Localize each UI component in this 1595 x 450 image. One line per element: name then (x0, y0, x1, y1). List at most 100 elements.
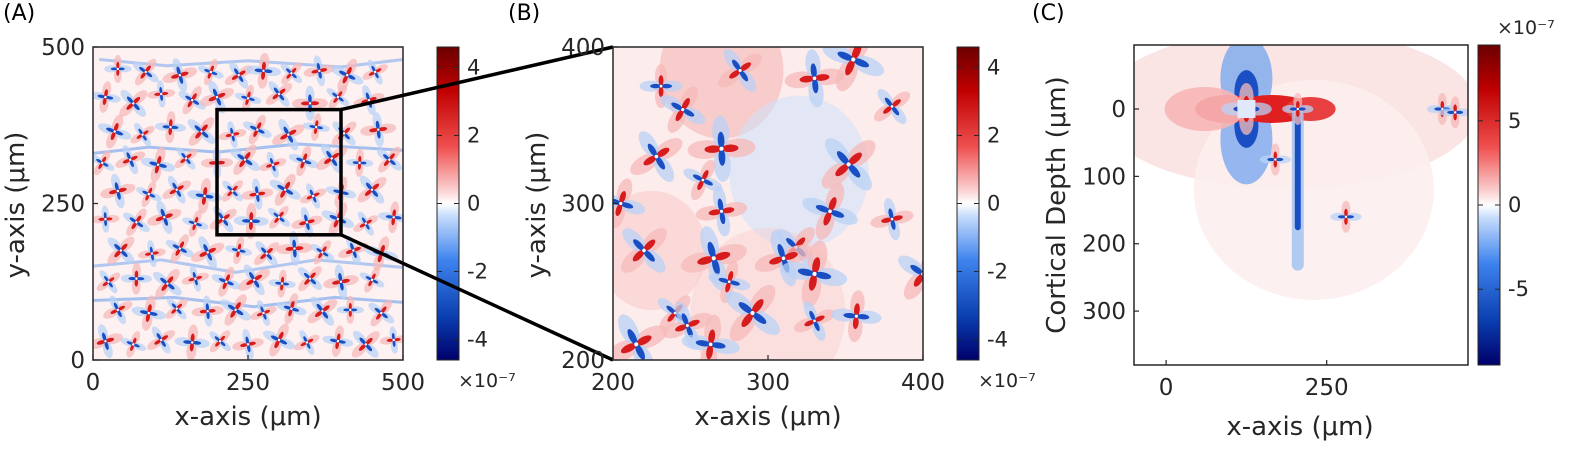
heatmap-a-source (310, 240, 335, 265)
heatmap-a-source (225, 236, 253, 265)
heatmap-a-source (230, 144, 260, 175)
heatmap-a-source (209, 330, 231, 353)
heatmap-a-source (182, 210, 209, 237)
heatmap-a-source (246, 52, 281, 89)
zoom-region-box (215, 107, 343, 237)
axis-a-xtick-label: 250 (226, 370, 270, 396)
heatmap-a-source (181, 265, 209, 292)
heatmap-a-source (147, 80, 176, 108)
heatmap-a-streak (93, 258, 403, 274)
axis-c-ytick-label: 0 (1111, 97, 1126, 123)
heatmap-a-source (362, 59, 388, 85)
heatmap-a-source (360, 112, 397, 148)
heatmap-a-source (322, 325, 354, 358)
heatmap-a-source (336, 295, 364, 324)
panel-label-c: (C) (1032, 1, 1065, 26)
heatmap-c-soma (1330, 200, 1362, 233)
ticks-c: 0 250 0 100 200 300 (1082, 97, 1349, 401)
heatmap-a-source (331, 58, 364, 92)
heatmap-a-source (103, 295, 133, 325)
heatmap-b-source (821, 138, 876, 191)
heatmap-a-source (378, 201, 403, 234)
heatmap-a-source (224, 61, 253, 89)
colorbar-a-multiplier: ×10⁻⁷ (458, 370, 516, 392)
colorbar-b-tick-label: 2 (987, 123, 1000, 147)
heatmap-a-source (267, 205, 291, 229)
axis-a-ytick-label: 0 (70, 348, 85, 374)
heatmap-a-streak (93, 295, 403, 309)
heatmap-a-source (154, 111, 187, 144)
heatmap-b-source (681, 314, 740, 360)
heatmap-a-source (288, 145, 319, 177)
panel-label-a: (A) (3, 1, 35, 26)
heatmap-b-source (784, 49, 845, 108)
heatmap-a-source (280, 62, 303, 85)
colorbar-c-multiplier: ×10⁻⁷ (1497, 17, 1555, 39)
heatmap-b-source (630, 131, 683, 182)
heatmap-a-source (96, 270, 121, 294)
heatmap-c-soma (1259, 143, 1291, 176)
heatmap-a-source (138, 240, 166, 268)
axis-a-ytick-label: 250 (41, 192, 85, 218)
heatmap-b-region (613, 190, 706, 311)
axis-b-xtick-label: 200 (591, 370, 635, 396)
y-axis-title-b: y-axis (μm) (522, 132, 552, 279)
axis-b-ytick-label: 300 (561, 192, 605, 218)
heatmap-a-source (93, 81, 121, 113)
heatmap-a-source (165, 234, 194, 263)
heatmap-a-source (265, 81, 293, 107)
heatmap-a-source (359, 267, 385, 293)
heatmap-a-source (303, 55, 336, 87)
colorbar-a-tick-label: 0 (467, 192, 480, 216)
heatmap-a-source (100, 173, 136, 209)
heatmap-a-source (165, 298, 188, 320)
colorbar-a-tick-label: 4 (467, 55, 480, 79)
heatmap-a-source (162, 175, 191, 204)
heatmap-a-source (300, 183, 327, 209)
heatmap-a-source (331, 121, 357, 146)
heatmap-a-source (119, 89, 148, 117)
heatmap-a-source (294, 330, 320, 355)
heatmap-b-source (781, 240, 848, 308)
heatmap-a-source (218, 121, 247, 149)
heatmap-b-source (718, 49, 763, 92)
heatmap-b-source (687, 115, 756, 182)
y-axis-title-c: Cortical Depth (μm) (1042, 76, 1072, 334)
heatmap-a-source (272, 118, 305, 151)
heatmap-a-source (211, 266, 241, 297)
axis-b-xtick-label: 300 (746, 370, 790, 396)
colorbar-c-tick-label: 5 (1508, 109, 1521, 133)
heatmap-a-source (269, 173, 301, 206)
colorbar-b-tick-label: -4 (987, 328, 1008, 352)
heatmap-a-source (147, 326, 176, 354)
heatmap-a-source (153, 268, 182, 299)
axis-a-xtick-label: 500 (381, 370, 425, 396)
heatmap-a-source (107, 236, 135, 265)
heatmap-a-source (250, 300, 277, 326)
y-axis-title-a: y-axis (μm) (1, 132, 31, 279)
heatmap-a-source (120, 262, 152, 295)
heatmap-a-source (253, 241, 280, 266)
heatmap-a-source (174, 147, 198, 170)
heatmap-b-source (898, 248, 923, 300)
heatmap-a-source (104, 54, 132, 83)
heatmap-a-source (162, 58, 198, 93)
heatmap-a-source (197, 58, 224, 86)
heatmap-b-source (660, 86, 706, 133)
heatmap-a-source (174, 324, 210, 360)
heatmap-c-soma (1439, 96, 1468, 129)
heatmap-a-streak (99, 58, 403, 69)
heatmap-a-source (351, 330, 380, 358)
axis-c-xtick-label: 250 (1305, 375, 1349, 401)
heatmap-a-source (326, 85, 350, 109)
heatmap-a-source (187, 117, 216, 146)
heatmap-a-source (238, 264, 271, 296)
colorbar-c-tick-label: -5 (1508, 277, 1529, 301)
heatmap-a-source (297, 266, 323, 292)
heatmap-a-source (376, 146, 402, 173)
heatmap-a-source (115, 145, 146, 175)
colorbar-c-tick-label: 0 (1508, 193, 1521, 217)
heatmap-a (93, 47, 403, 360)
axis-c-ytick-label: 100 (1082, 164, 1126, 190)
